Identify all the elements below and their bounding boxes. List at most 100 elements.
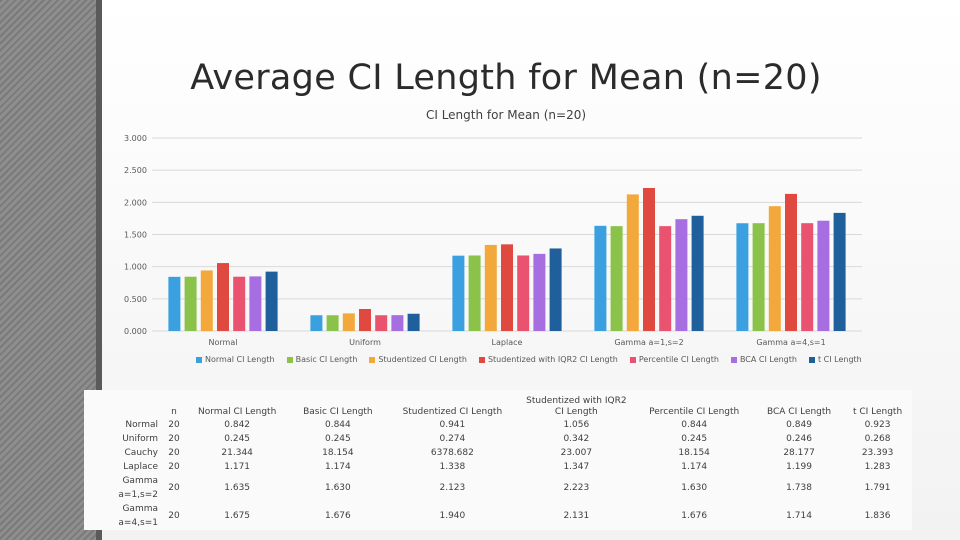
y-tick-label: 1.500 [124,231,147,240]
bar [217,263,229,331]
y-tick-label: 0.000 [124,327,147,336]
table-cell: Laplace [123,462,158,472]
table-cell: 1.676 [324,511,351,521]
legend-label: t CI Length [817,355,862,364]
table-cell: 23.393 [861,448,894,458]
chart-title: CI Length for Mean (n=20) [425,108,587,122]
table-cell: 1.676 [681,511,708,521]
bar [359,308,371,331]
table-cell: 20 [168,483,180,493]
table-row: Cauchy 20 21.344 18.154 6378.682 23.007 18.154… [84,446,912,460]
legend-swatch [286,356,293,363]
bar [817,220,830,331]
bar [610,226,623,331]
legend-label: BCA CI Length [739,355,797,364]
table-row: Gamma a=4,s=1 20 1.675 1.676 1.940 2.131 1.676… [84,502,912,530]
table-header-cell: n [171,407,177,417]
y-tick-label: 3.000 [124,134,147,143]
legend-item: Studentized with IQR2 CI Length [478,355,618,364]
decorative-hatched-bar [0,0,96,540]
table-cell: 1.630 [324,483,351,493]
bar [200,270,213,331]
bar [549,248,562,331]
table-row: Uniform 20 0.245 0.245 0.274 0.342 0.245 0.246 0… [84,432,912,446]
table-header-cell: BCA CI Length [766,407,832,417]
table-cell: Gamma a=1,s=2 [118,476,158,500]
bar [184,276,197,331]
bar [168,276,181,331]
table-cell: 20 [168,420,180,430]
table-cell: 0.342 [563,434,590,444]
legend-swatch [478,356,485,363]
table-cell: 1.940 [439,511,466,521]
table-header-row: n Normal CI Length Basic CI Length Studenti… [84,390,912,418]
bar [375,315,388,331]
legend-swatch [369,356,376,363]
table-header-cell: Percentile CI Length [649,407,740,417]
slide-title: Average CI Length for Mean (n=20) [190,58,822,98]
table-header-cell: Basic CI Length [303,407,373,417]
table-cell: 0.842 [224,420,251,430]
table-cell: 0.923 [864,420,891,430]
bar [484,244,497,331]
table-cell: 0.941 [439,420,466,430]
table-row: Laplace 20 1.171 1.174 1.338 1.347 1.174 1.199 1… [84,460,912,474]
table-cell: 20 [168,462,180,472]
bar [249,276,262,331]
bar [233,276,246,331]
bar [452,255,465,331]
table-cell: 23.007 [560,448,593,458]
table-cell: Uniform [122,434,158,444]
table-cell: 2.223 [563,483,590,493]
table-cell: 0.245 [681,434,708,444]
table-cell: 2.131 [563,511,590,521]
table-cell: 1.347 [563,462,590,472]
table-cell: 1.791 [864,483,891,493]
table-header-cell [84,390,164,418]
table-row: Normal 20 0.842 0.844 0.941 1.056 0.844 0.849 0.… [84,418,912,432]
bar [468,255,481,331]
table-cell: 0.246 [786,434,812,444]
table-cell: 1.338 [439,462,466,472]
table-cell: 1.630 [681,483,708,493]
bar [643,187,655,331]
table-cell: Cauchy [124,448,158,458]
table-cell: 1.738 [786,483,812,493]
bar [533,253,546,331]
table-cell: 1.714 [786,511,812,521]
table-cell: 18.154 [322,448,354,458]
x-category-label: Uniform [349,338,381,347]
table-cell: 20 [168,434,180,444]
legend-item: Studentized CI Length [369,355,467,364]
chart-legend: Normal CI Length Basic CI Length Studentiz… [196,355,862,364]
bar [768,206,781,331]
legend-label: Basic CI Length [295,355,358,364]
table-header-cell: Normal CI Length [198,407,277,417]
table-cell: 18.154 [678,448,710,458]
legend-swatch [730,356,737,363]
table-cell: 1.199 [786,462,812,472]
table-cell: Normal [125,420,158,430]
table-cell: 0.849 [786,420,812,430]
bar [801,223,814,331]
legend-swatch [196,356,202,363]
bar [326,315,339,331]
bar [265,271,278,331]
table-cell: 0.844 [324,420,351,430]
bar [310,315,323,331]
bar [785,193,797,331]
bar [691,215,704,331]
table-cell: 1.283 [864,462,891,472]
legend-swatch [629,356,636,363]
table-cell: 1.635 [224,483,251,493]
table-cell: 0.274 [439,434,466,444]
y-tick-label: 1.000 [124,263,147,272]
legend-swatch [808,356,815,363]
table-header-cell: t CI Length [852,407,903,417]
legend-label: Studentized with IQR2 CI Length [487,355,618,364]
table-cell: 21.344 [221,448,253,458]
table-cell: 1.056 [563,420,590,430]
y-tick-label: 2.500 [124,166,147,175]
bar [833,212,846,331]
table-cell: 0.268 [864,434,891,444]
